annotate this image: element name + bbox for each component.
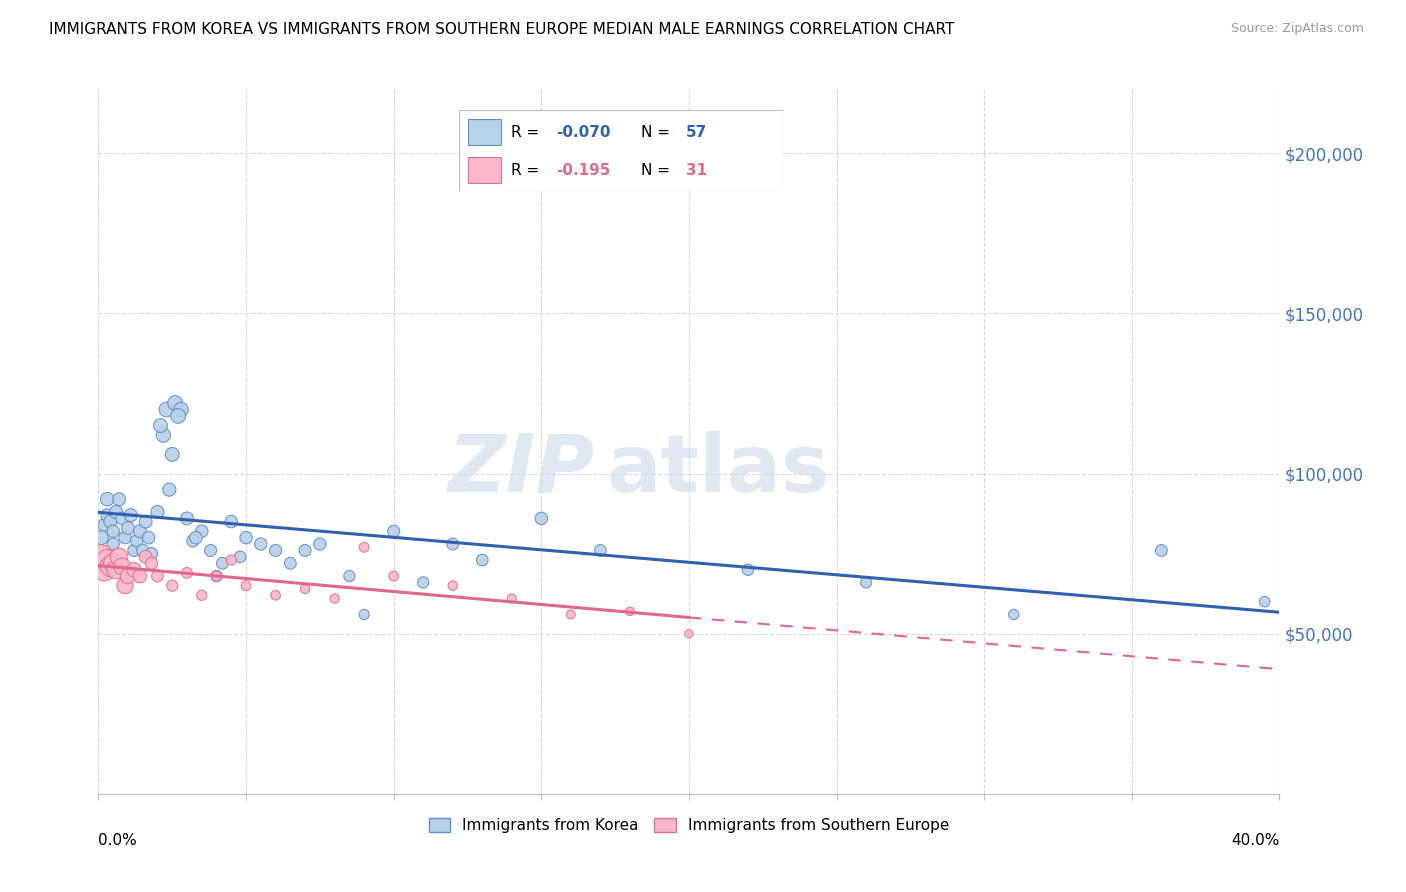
Point bbox=[200, 543, 222, 558]
Point bbox=[93, 517, 115, 532]
Point bbox=[294, 582, 316, 596]
Point bbox=[122, 543, 145, 558]
Point bbox=[152, 428, 174, 442]
Point bbox=[229, 549, 252, 564]
Point bbox=[105, 563, 128, 577]
Point bbox=[96, 553, 118, 567]
Point bbox=[184, 531, 207, 545]
Point bbox=[93, 563, 115, 577]
Point bbox=[120, 508, 142, 523]
Point bbox=[90, 531, 112, 545]
Point bbox=[157, 483, 180, 497]
Point bbox=[211, 556, 233, 570]
Point bbox=[619, 604, 641, 618]
Text: Source: ZipAtlas.com: Source: ZipAtlas.com bbox=[1230, 22, 1364, 36]
Point bbox=[111, 511, 134, 525]
Point bbox=[114, 531, 136, 545]
Point bbox=[135, 515, 157, 529]
Point bbox=[280, 556, 302, 570]
Point bbox=[138, 531, 160, 545]
Point bbox=[98, 559, 121, 574]
Point bbox=[1150, 543, 1173, 558]
Point bbox=[125, 533, 148, 548]
Point bbox=[155, 402, 177, 417]
Text: atlas: atlas bbox=[606, 431, 830, 508]
Point bbox=[737, 563, 759, 577]
Point bbox=[108, 492, 131, 507]
Point bbox=[309, 537, 332, 551]
Point bbox=[855, 575, 877, 590]
Point bbox=[294, 543, 316, 558]
Point bbox=[170, 402, 193, 417]
Point bbox=[105, 505, 128, 519]
Point bbox=[162, 579, 183, 593]
Point bbox=[114, 579, 136, 593]
Point bbox=[108, 549, 131, 564]
Point bbox=[96, 508, 118, 523]
Point bbox=[191, 588, 214, 602]
Point bbox=[96, 492, 118, 507]
Point bbox=[122, 563, 145, 577]
Point bbox=[181, 533, 204, 548]
Point bbox=[141, 556, 163, 570]
Text: ZIP: ZIP bbox=[447, 431, 595, 508]
Point bbox=[323, 591, 346, 606]
Point bbox=[235, 531, 257, 545]
Point bbox=[353, 541, 375, 555]
Text: 40.0%: 40.0% bbox=[1232, 832, 1279, 847]
Point bbox=[103, 524, 125, 539]
Point bbox=[205, 569, 228, 583]
Point bbox=[264, 588, 287, 602]
Point bbox=[678, 626, 700, 640]
Point bbox=[471, 553, 494, 567]
Point bbox=[176, 566, 198, 580]
Point bbox=[264, 543, 287, 558]
Point bbox=[221, 553, 243, 567]
Point bbox=[146, 569, 169, 583]
Point bbox=[221, 515, 243, 529]
Point bbox=[441, 537, 464, 551]
Point bbox=[530, 511, 553, 525]
Point bbox=[98, 515, 121, 529]
Point bbox=[135, 549, 157, 564]
Point bbox=[1002, 607, 1025, 622]
Point bbox=[205, 569, 228, 583]
Point bbox=[589, 543, 612, 558]
Point bbox=[441, 579, 464, 593]
Point bbox=[191, 524, 214, 539]
Point bbox=[141, 547, 163, 561]
Point bbox=[167, 409, 190, 423]
Point bbox=[117, 569, 139, 583]
Point bbox=[162, 447, 183, 461]
Point bbox=[382, 569, 405, 583]
Point bbox=[132, 543, 155, 558]
Point bbox=[90, 549, 112, 564]
Point bbox=[250, 537, 273, 551]
Point bbox=[149, 418, 172, 433]
Legend: Immigrants from Korea, Immigrants from Southern Europe: Immigrants from Korea, Immigrants from S… bbox=[423, 812, 955, 839]
Point bbox=[117, 521, 139, 535]
Point bbox=[501, 591, 523, 606]
Point bbox=[111, 559, 134, 574]
Point bbox=[128, 569, 150, 583]
Text: 0.0%: 0.0% bbox=[98, 832, 138, 847]
Point bbox=[146, 505, 169, 519]
Point bbox=[103, 556, 125, 570]
Point bbox=[103, 537, 125, 551]
Point bbox=[560, 607, 582, 622]
Point bbox=[412, 575, 434, 590]
Point bbox=[235, 579, 257, 593]
Point bbox=[353, 607, 375, 622]
Point bbox=[128, 524, 150, 539]
Point bbox=[165, 396, 187, 410]
Text: IMMIGRANTS FROM KOREA VS IMMIGRANTS FROM SOUTHERN EUROPE MEDIAN MALE EARNINGS CO: IMMIGRANTS FROM KOREA VS IMMIGRANTS FROM… bbox=[49, 22, 955, 37]
Point bbox=[382, 524, 405, 539]
Point bbox=[1254, 595, 1277, 609]
Point bbox=[176, 511, 198, 525]
Point bbox=[339, 569, 361, 583]
